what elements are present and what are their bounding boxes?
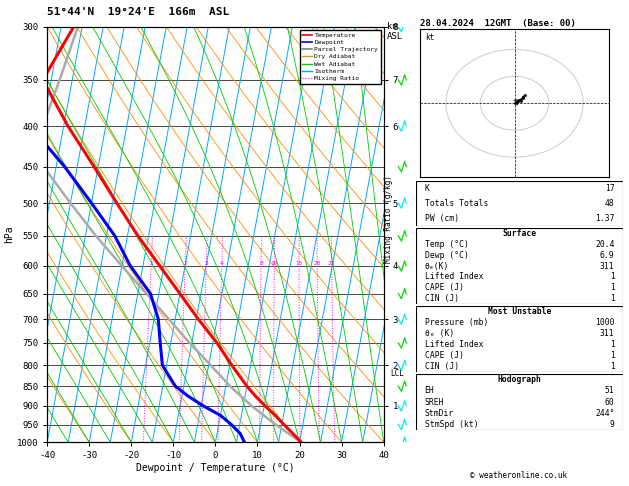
Text: LCL: LCL: [391, 369, 404, 378]
Text: Lifted Index: Lifted Index: [425, 272, 483, 281]
Text: 1: 1: [610, 340, 615, 349]
Text: 8: 8: [259, 261, 263, 266]
Text: 1: 1: [149, 261, 153, 266]
Text: EH: EH: [425, 386, 435, 396]
Text: Surface: Surface: [503, 229, 537, 238]
Text: 28.04.2024  12GMT  (Base: 00): 28.04.2024 12GMT (Base: 00): [420, 19, 576, 29]
Text: K: K: [425, 184, 430, 193]
Text: StmDir: StmDir: [425, 409, 454, 418]
Text: StmSpd (kt): StmSpd (kt): [425, 420, 478, 429]
Text: 311: 311: [600, 329, 615, 338]
X-axis label: Dewpoint / Temperature (°C): Dewpoint / Temperature (°C): [136, 463, 295, 473]
Text: Temp (°C): Temp (°C): [425, 240, 469, 249]
Text: Hodograph: Hodograph: [498, 375, 542, 384]
Text: Dewp (°C): Dewp (°C): [425, 251, 469, 260]
Text: kt: kt: [425, 33, 435, 42]
Text: 1.37: 1.37: [595, 214, 615, 223]
Text: CIN (J): CIN (J): [425, 362, 459, 371]
Text: CIN (J): CIN (J): [425, 294, 459, 303]
Text: 1: 1: [610, 294, 615, 303]
Text: 10: 10: [270, 261, 278, 266]
Text: 17: 17: [604, 184, 615, 193]
Text: Pressure (mb): Pressure (mb): [425, 318, 488, 327]
Text: 20.4: 20.4: [595, 240, 615, 249]
Text: θₑ(K): θₑ(K): [425, 261, 449, 271]
Text: 25: 25: [328, 261, 335, 266]
Text: 51°44'N  19°24'E  166m  ASL: 51°44'N 19°24'E 166m ASL: [47, 7, 230, 17]
Text: Mixing Ratio (g/kg): Mixing Ratio (g/kg): [384, 175, 392, 262]
Text: © weatheronline.co.uk: © weatheronline.co.uk: [470, 471, 567, 480]
Text: 1000: 1000: [595, 318, 615, 327]
Text: 1: 1: [610, 272, 615, 281]
Y-axis label: hPa: hPa: [4, 226, 14, 243]
Text: 1: 1: [610, 351, 615, 360]
Text: km: km: [387, 22, 398, 31]
Text: 311: 311: [600, 261, 615, 271]
Text: ASL: ASL: [387, 32, 403, 41]
Text: SREH: SREH: [425, 398, 444, 407]
Text: Lifted Index: Lifted Index: [425, 340, 483, 349]
Text: 3: 3: [204, 261, 208, 266]
Text: 1: 1: [610, 362, 615, 371]
Text: 4: 4: [220, 261, 224, 266]
Text: 2: 2: [183, 261, 187, 266]
Legend: Temperature, Dewpoint, Parcel Trajectory, Dry Adiabat, Wet Adiabat, Isotherm, Mi: Temperature, Dewpoint, Parcel Trajectory…: [300, 30, 381, 84]
Text: 15: 15: [296, 261, 303, 266]
Text: 244°: 244°: [595, 409, 615, 418]
Text: 6.9: 6.9: [600, 251, 615, 260]
Text: 48: 48: [604, 199, 615, 208]
Text: 9: 9: [610, 420, 615, 429]
Text: Totals Totals: Totals Totals: [425, 199, 488, 208]
Text: 51: 51: [604, 386, 615, 396]
Text: PW (cm): PW (cm): [425, 214, 459, 223]
Text: Most Unstable: Most Unstable: [488, 307, 551, 316]
Text: θₑ (K): θₑ (K): [425, 329, 454, 338]
Text: 20: 20: [313, 261, 321, 266]
Text: 60: 60: [604, 398, 615, 407]
Text: CAPE (J): CAPE (J): [425, 351, 464, 360]
Text: CAPE (J): CAPE (J): [425, 283, 464, 292]
Text: 1: 1: [610, 283, 615, 292]
